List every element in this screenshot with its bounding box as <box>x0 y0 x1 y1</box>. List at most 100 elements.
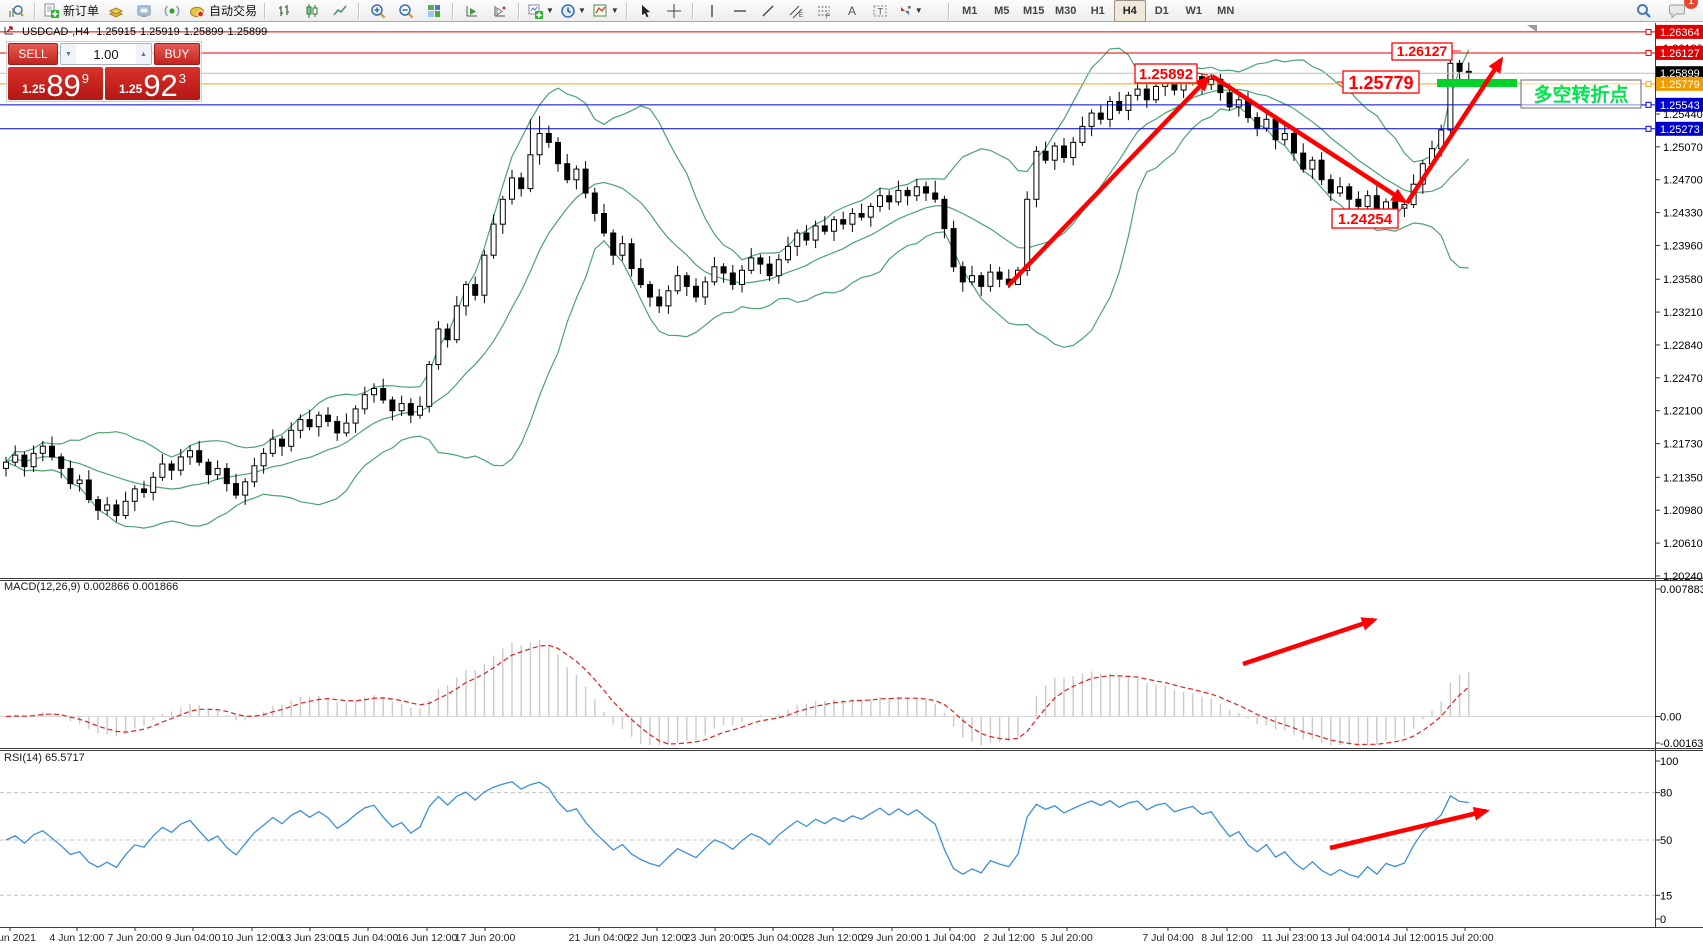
equidistant-channel-button[interactable]: E <box>782 0 810 22</box>
toolbar-separator <box>34 2 36 19</box>
svg-text:0.007883: 0.007883 <box>1660 584 1703 596</box>
time-axis[interactable]: 3 Jun 2021 4 Jun 12:007 Jun 20:009 Jun 04… <box>0 927 1494 944</box>
crosshair-button[interactable] <box>660 0 688 22</box>
volume-stepper: ▼ ▲ <box>60 43 152 65</box>
dropdown-caret-icon: ▼ <box>577 6 586 15</box>
svg-text:8 Jul 12:00: 8 Jul 12:00 <box>1201 932 1253 944</box>
timeframe-m5-button[interactable]: M5 <box>994 4 1010 17</box>
cursor-button[interactable] <box>632 0 660 22</box>
svg-text:1.20610: 1.20610 <box>1663 538 1703 550</box>
indicators-button[interactable]: ▼ <box>589 0 622 22</box>
svg-text:4 Jun 12:00: 4 Jun 12:00 <box>50 932 105 944</box>
svg-text:1.25440: 1.25440 <box>1663 109 1703 121</box>
line-chart-icon <box>332 3 348 19</box>
svg-text:3 Jun 2021: 3 Jun 2021 <box>0 932 36 944</box>
volume-decrease-button[interactable]: ▼ <box>61 44 76 64</box>
bar-chart-icon <box>276 3 292 19</box>
chart-title-bar: USDCAD-,H4 1.25915 1.25919 1.25899 1.258… <box>4 25 267 38</box>
profiles-button[interactable]: ▼ <box>557 0 589 22</box>
timeframe-mn-button[interactable]: MN <box>1217 4 1235 17</box>
market-watch-button[interactable] <box>102 0 130 22</box>
candlestick-series <box>3 54 1472 522</box>
price-tag-box[interactable] <box>1391 42 1453 61</box>
price-annotation-tags[interactable]: 1.25892 1.26127 1.25779 1.24254 多空转折点 <box>1134 42 1642 229</box>
dropdown-caret-icon: ▼ <box>610 6 619 15</box>
price-tag-box[interactable] <box>1134 63 1198 84</box>
toolbar-separator <box>947 2 950 19</box>
buy-price-box[interactable]: 1.25 92 3 <box>105 67 200 103</box>
price-axis[interactable]: 1.261801.258101.254401.250701.247001.243… <box>1655 24 1703 926</box>
text-label-button[interactable]: T <box>866 0 894 22</box>
arrows-button[interactable]: ▼ <box>894 0 926 22</box>
timeframe-d1-button[interactable]: D1 <box>1154 4 1169 17</box>
sell-price-box[interactable]: 1.25 89 9 <box>8 67 103 101</box>
notifications-button[interactable]: 1 <box>1663 0 1698 22</box>
zoom-in-button[interactable] <box>364 0 392 22</box>
chart-symbol-icon <box>4 25 15 38</box>
toolbar-separator <box>518 2 521 19</box>
bar-chart-button[interactable] <box>270 0 298 22</box>
pivot-label-box[interactable] <box>1520 79 1642 109</box>
autotrading-button[interactable]: 自动交易 <box>186 0 260 22</box>
svg-text:13 Jul 04:00: 13 Jul 04:00 <box>1320 932 1377 944</box>
data-window-button[interactable] <box>130 0 158 22</box>
panel-frame <box>0 23 1703 928</box>
timeframe-w1-button[interactable]: W1 <box>1185 4 1202 17</box>
timeframe-m30-button[interactable]: M30 <box>1055 4 1077 17</box>
horizontal-price-lines[interactable] <box>0 28 1655 132</box>
fibonacci-icon: F <box>816 3 832 19</box>
new-order-button[interactable]: 新订单 <box>40 0 102 22</box>
chart-shift-button[interactable] <box>486 0 514 22</box>
timeframe-m1-button[interactable]: M1 <box>962 4 978 17</box>
vertical-line-icon <box>704 3 720 19</box>
svg-text:100: 100 <box>1660 756 1678 768</box>
trend-arrow[interactable] <box>1210 74 1408 204</box>
svg-text:1.25273: 1.25273 <box>1660 124 1700 136</box>
search-button[interactable] <box>1629 0 1657 22</box>
text-label-icon: T <box>872 3 888 19</box>
tile-windows-button[interactable] <box>420 0 448 22</box>
svg-text:2 Jul 12:00: 2 Jul 12:00 <box>983 932 1035 944</box>
timeframe-h1-button[interactable]: H1 <box>1090 4 1105 17</box>
horizontal-line-button[interactable] <box>726 0 754 22</box>
new-chart-button[interactable]: ▼ <box>524 0 557 22</box>
trend-arrow[interactable] <box>1242 617 1378 667</box>
trend-arrow[interactable] <box>1329 806 1490 851</box>
svg-text:1.22840: 1.22840 <box>1663 340 1703 352</box>
chart-magnifier-button[interactable] <box>2 0 30 22</box>
price-tag-box[interactable] <box>1342 70 1420 94</box>
price-tag-text: 1.25892 <box>1139 66 1193 83</box>
support-bar[interactable] <box>1437 79 1517 87</box>
toolbar-separator <box>625 2 628 19</box>
text-button[interactable]: A <box>838 0 866 22</box>
svg-text:1.20240: 1.20240 <box>1663 571 1703 583</box>
auto-scroll-button[interactable] <box>458 0 486 22</box>
trendline-icon <box>760 3 776 19</box>
price-tag-text: 1.24254 <box>1338 211 1393 228</box>
buy-button[interactable]: BUY <box>154 43 200 65</box>
price-tag-box[interactable] <box>1331 208 1399 229</box>
navigator-button[interactable] <box>158 0 186 22</box>
fibonacci-button[interactable]: F <box>810 0 838 22</box>
buy-price-sup: 3 <box>178 71 187 86</box>
dropdown-caret-icon: ▼ <box>914 6 923 15</box>
autotrading-icon <box>189 3 206 19</box>
volume-input[interactable] <box>76 44 136 64</box>
trend-arrow[interactable] <box>1006 75 1211 288</box>
pivot-label-text: 多空转折点 <box>1533 83 1628 106</box>
candlestick-chart-button[interactable] <box>298 0 326 22</box>
trend-arrow[interactable] <box>1405 56 1504 205</box>
line-chart-button[interactable] <box>326 0 354 22</box>
equidistant-channel-icon: E <box>788 3 804 19</box>
zoom-out-button[interactable] <box>392 0 420 22</box>
trend-arrows[interactable] <box>1006 56 1504 851</box>
sell-button[interactable]: SELL <box>8 43 58 65</box>
vertical-line-button[interactable] <box>698 0 726 22</box>
timeframe-m15-button[interactable]: M15 <box>1023 4 1045 17</box>
trendline-button[interactable] <box>754 0 782 22</box>
volume-increase-button[interactable]: ▲ <box>136 44 151 64</box>
svg-text:1.22470: 1.22470 <box>1663 373 1703 385</box>
buy-price-big: 92 <box>143 67 178 103</box>
timeframe-h4-button[interactable]: H4 <box>1113 0 1146 22</box>
